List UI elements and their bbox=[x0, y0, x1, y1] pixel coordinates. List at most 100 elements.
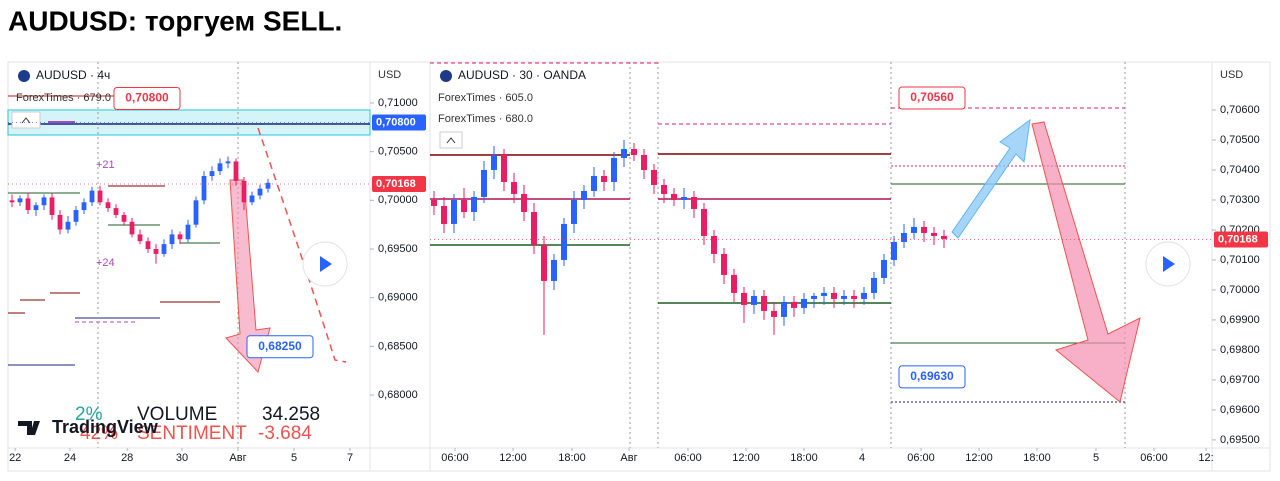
legend-indicator: ForexTimes · 605.0 bbox=[438, 92, 533, 104]
candle-body bbox=[17, 198, 23, 203]
y-tick-label: 0,70100 bbox=[1220, 254, 1260, 266]
candle-body bbox=[451, 199, 457, 224]
sentiment-label: SENTIMENT bbox=[137, 423, 247, 444]
volume-label: VOLUME bbox=[137, 404, 217, 425]
candle-body bbox=[531, 211, 537, 245]
volume-value: 34.258 bbox=[262, 404, 320, 425]
candle-body bbox=[241, 180, 247, 203]
x-tick-label: 06:00 bbox=[441, 452, 469, 464]
candle-body bbox=[601, 175, 607, 182]
legend-indicator: ForexTimes · 680.0 bbox=[438, 113, 533, 125]
candle-body bbox=[185, 224, 191, 240]
candle-body bbox=[501, 154, 507, 182]
x-tick-label: 18:00 bbox=[558, 452, 586, 464]
candle-body bbox=[671, 193, 677, 200]
brand-name: TradingView bbox=[52, 417, 159, 437]
mark-label: +24 bbox=[96, 257, 115, 269]
candle-body bbox=[591, 175, 597, 191]
candle-body bbox=[901, 232, 907, 242]
candle-body bbox=[113, 208, 119, 215]
candle-body bbox=[217, 163, 223, 172]
candle-body bbox=[33, 205, 39, 211]
candle-body bbox=[121, 214, 127, 222]
candle-body bbox=[801, 298, 807, 308]
y-tick-label: 0,69000 bbox=[378, 292, 418, 304]
price-label-box bbox=[372, 114, 426, 131]
candle-body bbox=[193, 200, 199, 225]
mark-label: +21 bbox=[96, 159, 115, 171]
candle-body bbox=[233, 161, 239, 181]
candle-body bbox=[661, 184, 667, 194]
candle-body bbox=[681, 196, 687, 200]
annotation-label: 0,70560 bbox=[910, 90, 954, 104]
y-tick-label: 0,68500 bbox=[378, 340, 418, 352]
candle-body bbox=[761, 295, 767, 311]
candle-body bbox=[741, 292, 747, 305]
y-tick-label: 0,69900 bbox=[1220, 314, 1260, 326]
annotation-box bbox=[898, 86, 966, 110]
x-tick-label: Авг bbox=[229, 452, 246, 464]
candle-body bbox=[721, 253, 727, 275]
x-tick-label: 18:00 bbox=[790, 452, 818, 464]
candle-body bbox=[711, 235, 717, 254]
y-tick-label: 0,71000 bbox=[378, 97, 418, 109]
candle-body bbox=[871, 277, 877, 293]
play-button[interactable] bbox=[1145, 241, 1191, 287]
candle-body bbox=[57, 214, 63, 230]
x-tick-label: 12:00 bbox=[965, 452, 993, 464]
candle-body bbox=[25, 198, 31, 211]
candle-body bbox=[129, 221, 135, 235]
annotation-box bbox=[113, 86, 181, 110]
annotation-label: 0,70800 bbox=[125, 91, 169, 105]
candle-body bbox=[781, 301, 787, 317]
play-button[interactable] bbox=[302, 241, 348, 287]
candle-body bbox=[209, 171, 215, 176]
candle-body bbox=[921, 226, 927, 233]
panel-frame bbox=[429, 61, 1271, 472]
y-tick-label: 0,70400 bbox=[1220, 164, 1260, 176]
legend-symbol: AUDUSD · 4ч bbox=[36, 68, 110, 82]
x-tick-label: 4 bbox=[859, 452, 865, 464]
x-tick-label: 24 bbox=[64, 452, 76, 464]
x-tick-label: 5 bbox=[1093, 452, 1099, 464]
candle-body bbox=[491, 154, 497, 170]
y-tick-label: 0,69800 bbox=[1220, 344, 1260, 356]
candle-body bbox=[481, 169, 487, 197]
candle-body bbox=[41, 197, 47, 206]
sentiment-value: -3.684 bbox=[258, 423, 312, 444]
candle-body bbox=[861, 292, 867, 299]
candle-body bbox=[225, 161, 231, 164]
candle-body bbox=[631, 148, 637, 155]
candle-body bbox=[201, 175, 207, 201]
candle-body bbox=[731, 274, 737, 293]
annotation-box bbox=[246, 335, 314, 359]
candle-body bbox=[881, 259, 887, 278]
y-tick-label: 0,69500 bbox=[1220, 434, 1260, 446]
legend-indicator: ForexTimes · 679.0 bbox=[16, 92, 111, 104]
candle-body bbox=[137, 234, 143, 242]
candle-body bbox=[73, 210, 79, 222]
candle-body bbox=[97, 190, 103, 203]
y-tick-label: 0,70500 bbox=[1220, 134, 1260, 146]
candle-body bbox=[177, 234, 183, 240]
candle-body bbox=[9, 200, 15, 203]
price-label: 0,70168 bbox=[376, 178, 416, 190]
currency: USD bbox=[378, 69, 401, 81]
sentiment-pct: 42% bbox=[80, 423, 118, 444]
candle-body bbox=[831, 292, 837, 299]
candle-body bbox=[811, 295, 817, 299]
candle-body bbox=[441, 205, 447, 224]
y-tick-label: 0,70300 bbox=[1220, 194, 1260, 206]
candle-body bbox=[249, 195, 255, 203]
y-tick-label: 0,69500 bbox=[378, 243, 418, 255]
y-tick-label: 0,68000 bbox=[378, 389, 418, 401]
legend-symbol: AUDUSD · 30 · OANDA bbox=[458, 68, 586, 82]
candle-body bbox=[791, 301, 797, 308]
candle-body bbox=[941, 235, 947, 239]
candle-body bbox=[161, 244, 167, 254]
y-tick-label: 0,69700 bbox=[1220, 374, 1260, 386]
price-label-box bbox=[1214, 231, 1268, 248]
candle-body bbox=[641, 154, 647, 170]
